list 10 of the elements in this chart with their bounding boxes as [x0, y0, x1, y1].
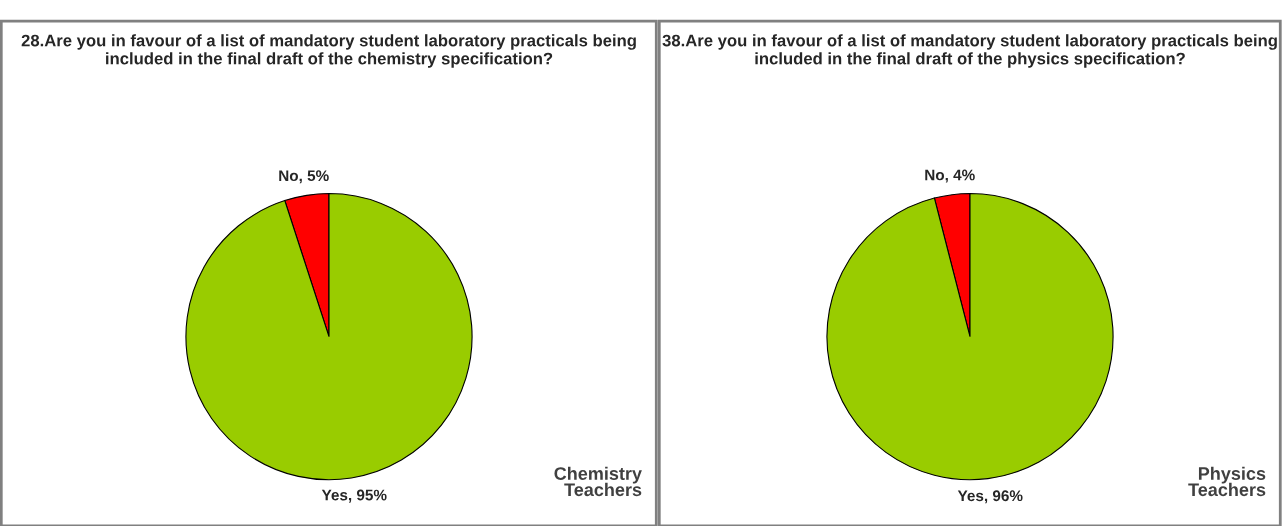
- pie-slice: [185, 193, 473, 481]
- chart-title: 38.Are you in favour of a list of mandatory student laboratory practicals being included in the final draft of the physics specification?: [662, 34, 1277, 68]
- slice-label: No, 5%: [279, 170, 329, 184]
- chart-title: 28.Are you in favour of a list of mandatory student laboratory practicals being included in the final draft of the chemistry specification?: [21, 34, 636, 68]
- slice-label: Yes, 95%: [321, 489, 387, 503]
- slice-label: Yes, 96%: [957, 490, 1023, 504]
- text: Physics Teachers: [1188, 466, 1266, 497]
- pie-slice: [826, 193, 1114, 481]
- text: Chemistry Teachers: [554, 466, 642, 497]
- slice-label: No, 4%: [925, 169, 975, 183]
